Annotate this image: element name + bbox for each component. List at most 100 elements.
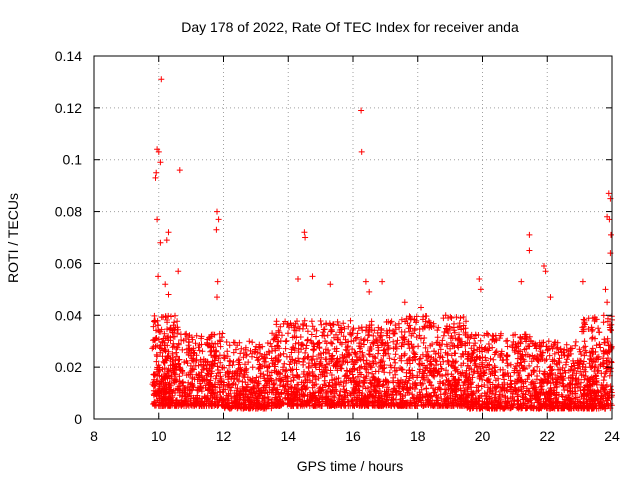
data-point [188,355,195,362]
data-point [600,312,607,319]
data-point [227,358,234,365]
data-point [262,355,269,362]
y-tick-label: 0.04 [55,307,82,323]
data-point [204,386,211,393]
data-point [205,371,212,378]
data-point [358,148,365,155]
data-point [214,294,220,301]
data-point [243,351,250,358]
data-point [181,400,188,406]
data-point [314,356,320,362]
data-point [234,385,241,392]
data-point [174,318,181,325]
data-point [240,372,247,379]
data-point [193,352,200,359]
data-point [582,343,589,350]
data-point [242,361,248,368]
data-point [448,315,455,321]
data-point [178,400,185,407]
data-point [212,348,218,355]
data-point [280,350,287,357]
data-point [237,366,244,373]
data-point [358,107,365,114]
data-point [303,345,309,352]
data-point [152,174,159,181]
y-tick-label: 0.1 [63,152,83,168]
data-point [167,402,174,409]
data-point [157,388,164,395]
data-point [167,324,174,331]
x-tick-label: 18 [410,428,426,444]
data-point [168,313,174,320]
data-point [254,357,261,364]
data-point [169,350,176,357]
data-point [162,389,169,396]
data-point [165,229,172,236]
data-point [224,348,231,355]
y-tick-label: 0.06 [55,255,82,271]
data-point [156,344,163,351]
data-point [260,371,267,378]
data-point [273,321,280,328]
data-point [258,398,265,405]
data-point [243,393,250,400]
data-point [168,399,175,406]
data-point [222,386,229,393]
data-point [261,358,268,365]
data-point [212,340,219,347]
y-tick-label: 0.08 [55,204,82,220]
data-point [490,356,497,363]
data-point [175,340,182,347]
data-point [165,381,172,388]
data-point [275,338,281,345]
data-point [601,373,608,380]
data-point [316,366,323,373]
data-point [477,286,484,293]
data-point [208,382,215,389]
data-point [236,356,242,363]
data-point [401,329,408,335]
data-point [295,276,301,282]
data-point [194,386,201,393]
data-point [286,353,293,360]
data-point [223,392,230,399]
data-point [605,190,612,197]
data-point [157,381,163,388]
data-point [198,333,205,340]
data-point [257,363,264,370]
data-point [173,349,180,356]
data-point [158,76,165,83]
data-point [518,278,525,285]
data-point [198,361,205,368]
data-point [517,359,524,366]
data-point [215,370,222,377]
data-point [542,268,549,275]
data-point [155,389,162,396]
data-point [211,352,217,359]
data-point [607,383,614,390]
data-point [296,358,303,365]
data-point [170,340,177,347]
data-point [306,389,313,396]
data-point [283,337,290,344]
data-point [167,334,174,341]
data-point [163,374,169,381]
data-point [324,332,331,339]
data-point [176,373,183,380]
data-point [253,343,259,350]
data-point [208,333,215,340]
data-point [216,384,223,391]
data-point [204,370,211,377]
data-point [229,400,236,407]
data-point [218,334,225,341]
data-point [423,385,430,392]
data-point [361,336,368,343]
data-point [215,216,222,223]
data-point [190,349,197,356]
data-point [169,329,176,336]
data-point [157,403,164,409]
data-point [161,397,168,403]
data-point [150,382,157,389]
data-point [309,273,316,280]
data-point [313,333,319,340]
